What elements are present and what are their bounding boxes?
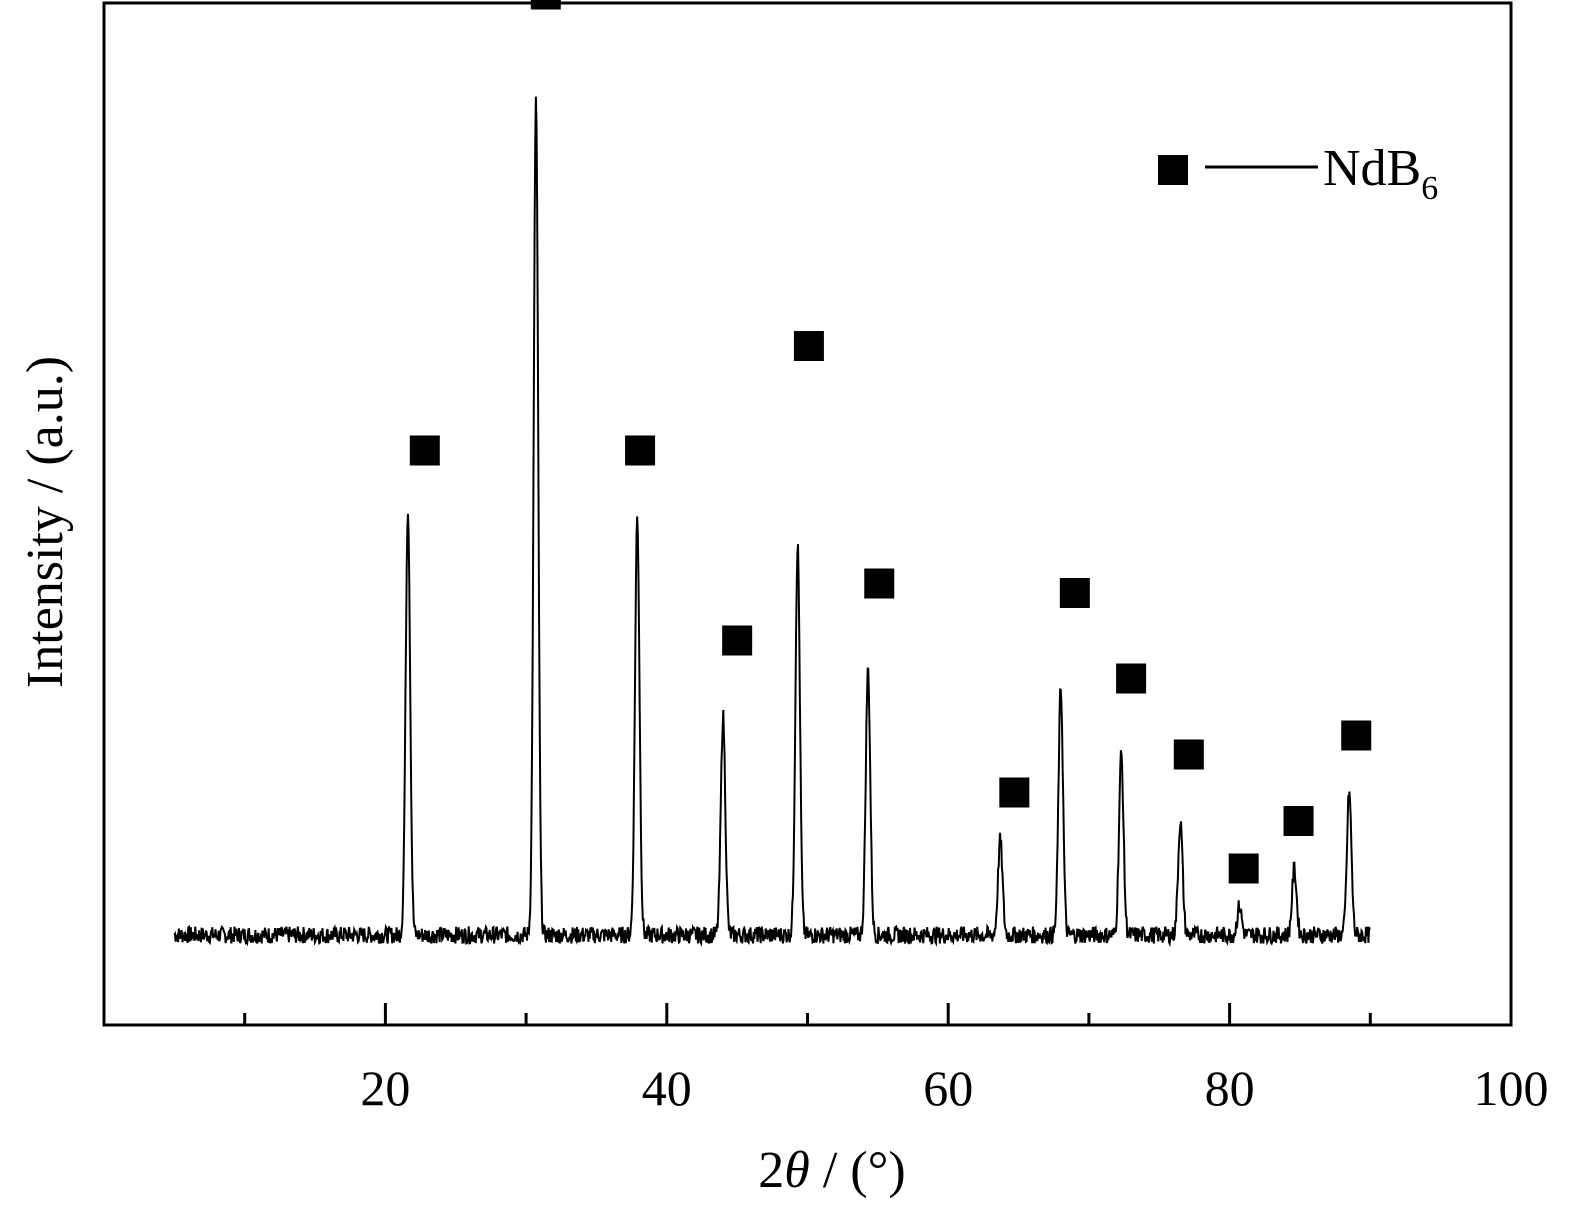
legend-marker [1158, 155, 1188, 185]
peak-marker [625, 435, 656, 466]
peak-markers [409, 0, 1372, 884]
x-tick-label: 40 [642, 1060, 692, 1116]
x-axis-ticks [243, 1003, 1513, 1025]
peak-marker [999, 777, 1030, 808]
peak-marker [1173, 739, 1204, 770]
xrd-pattern-line [173, 96, 1371, 948]
x-tick-label: 80 [1205, 1060, 1255, 1116]
x-axis-label-prefix: 2 [758, 1142, 784, 1199]
peak-marker [793, 331, 824, 361]
x-tick-label: 20 [360, 1060, 410, 1116]
peak-marker [1059, 578, 1090, 608]
x-axis-label-symbol: θ [784, 1142, 810, 1199]
peak-marker [864, 568, 895, 599]
x-axis-label: 2θ / (°) [758, 1142, 905, 1199]
legend-label-subscript: 6 [1421, 170, 1438, 207]
peak-marker [722, 625, 753, 656]
peak-marker [409, 435, 440, 466]
x-axis-tick-labels: 20 40 60 80 100 [360, 1060, 1548, 1116]
legend-label: NdB6 [1323, 140, 1438, 207]
plot-frame [102, 1, 1513, 1027]
x-axis-label-suffix: / (°) [810, 1142, 906, 1199]
x-tick-label: 100 [1474, 1060, 1549, 1116]
peak-marker [530, 0, 561, 10]
peak-marker [1283, 806, 1314, 836]
x-tick-label: 60 [923, 1060, 973, 1116]
peak-marker [1228, 853, 1259, 884]
y-axis-label: Intensity / (a.u.) [17, 356, 74, 688]
legend-label-main: NdB [1323, 140, 1421, 197]
legend: NdB6 [1158, 140, 1438, 207]
peak-marker [1116, 663, 1147, 694]
peak-marker [1341, 720, 1372, 751]
